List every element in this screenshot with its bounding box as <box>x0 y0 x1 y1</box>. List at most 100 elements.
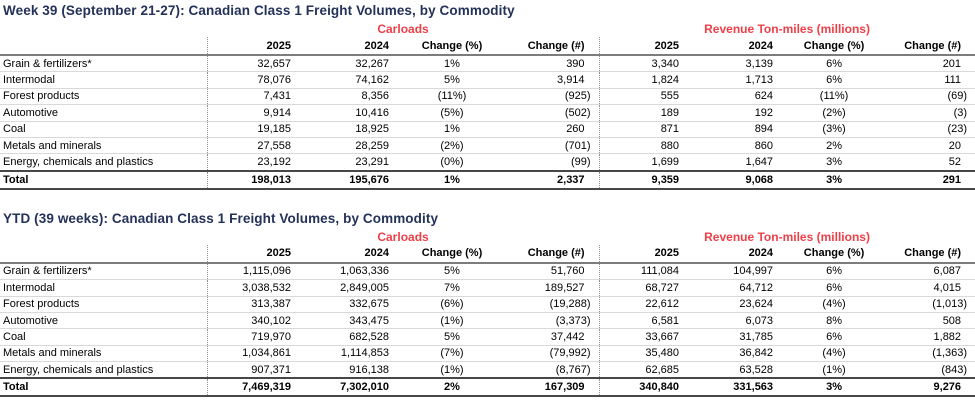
value-cell: (502) <box>501 104 600 122</box>
value-cell: 32,267 <box>305 55 403 73</box>
value-cell: (4%) <box>787 345 882 363</box>
blank-commodity-header <box>0 244 207 264</box>
value-cell: 27,558 <box>206 137 305 155</box>
value-cell: 7% <box>403 279 501 297</box>
value-cell: 871 <box>598 121 694 138</box>
value-cell: 7,431 <box>206 88 305 106</box>
value-cell: (1,363) <box>881 345 975 363</box>
value-cell: 894 <box>693 121 788 138</box>
value-cell: 916,138 <box>305 361 403 379</box>
table-row: Coal 719,970 682,528 5% 37,442 33,667 31,785 6%… <box>0 328 975 346</box>
commodity-label: Grain & fertilizers* <box>0 55 207 73</box>
value-cell: 192 <box>693 104 788 122</box>
week-39-freight-table: Carloads Revenue Ton-miles (millions) 20… <box>0 21 975 190</box>
commodity-label: Coal <box>0 121 207 138</box>
value-cell: (843) <box>881 361 975 379</box>
column-header-change-num: Change (#) <box>501 37 600 56</box>
value-cell: 6% <box>787 71 882 89</box>
table-row: Energy, chemicals and plastics 907,371 916… <box>0 361 975 379</box>
value-cell: (1%) <box>403 361 501 379</box>
commodity-label: Forest products <box>0 296 207 313</box>
value-cell: 1,647 <box>693 153 788 172</box>
column-header-change-pct: Change (%) <box>403 37 501 56</box>
group-header-carloads: Carloads <box>377 22 429 36</box>
value-cell: 508 <box>881 312 975 330</box>
column-header-2025: 2025 <box>206 244 305 264</box>
value-cell: 3,340 <box>598 55 694 73</box>
value-cell: 189 <box>598 104 694 122</box>
column-header-change-pct: Change (%) <box>403 244 501 264</box>
total-value-cell: 340,840 <box>598 377 694 398</box>
value-cell: 5% <box>403 262 501 281</box>
value-cell: (23) <box>881 121 975 138</box>
value-cell: 23,192 <box>206 153 305 172</box>
value-cell: 18,925 <box>305 121 403 138</box>
value-cell: 23,624 <box>693 296 788 313</box>
group-header-carloads: Carloads <box>377 229 429 244</box>
value-cell: 343,475 <box>305 312 403 330</box>
total-value-cell: 7,302,010 <box>305 377 403 398</box>
total-value-cell: 7,469,319 <box>206 377 305 398</box>
commodity-label: Intermodal <box>0 71 207 89</box>
value-cell: (5%) <box>403 104 501 122</box>
commodity-label: Coal <box>0 328 207 346</box>
value-cell: 3,139 <box>693 55 788 73</box>
value-cell: 907,371 <box>206 361 305 379</box>
value-cell: 10,416 <box>305 104 403 122</box>
value-cell: (11%) <box>403 88 501 106</box>
total-value-cell: 9,359 <box>598 169 694 190</box>
value-cell: 6% <box>787 55 882 73</box>
value-cell: 3,038,532 <box>206 279 305 297</box>
ytd-freight-table: Carloads Revenue Ton-miles (millions) 20… <box>0 229 975 398</box>
value-cell: 6,073 <box>693 312 788 330</box>
column-header-2024: 2024 <box>305 37 403 56</box>
value-cell: 111,084 <box>598 262 694 281</box>
value-cell: (3,373) <box>501 312 600 330</box>
group-header-revenue-ton-miles: Revenue Ton-miles (millions) <box>704 229 870 244</box>
value-cell: 1,063,336 <box>305 262 403 281</box>
value-cell: 3% <box>787 153 882 172</box>
value-cell: 22,612 <box>598 296 694 313</box>
value-cell: 62,685 <box>598 361 694 379</box>
value-cell: (69) <box>881 88 975 106</box>
value-cell: 1,824 <box>598 71 694 89</box>
value-cell: 201 <box>881 55 975 73</box>
value-cell: 189,527 <box>501 279 600 297</box>
total-row: Total 198,013 195,676 1% 2,337 9,359 9,0… <box>0 169 975 190</box>
value-cell: 2,849,005 <box>305 279 403 297</box>
value-cell: (79,992) <box>501 345 600 363</box>
column-header-2024: 2024 <box>693 37 788 56</box>
value-cell: 64,712 <box>693 279 788 297</box>
value-cell: 78,076 <box>206 71 305 89</box>
commodity-label: Automotive <box>0 312 207 330</box>
value-cell: 260 <box>501 121 600 138</box>
value-cell: 624 <box>693 88 788 106</box>
table-row: Intermodal 78,076 74,162 5% 3,914 1,824 1,713 6… <box>0 71 975 89</box>
value-cell: (1%) <box>787 361 882 379</box>
value-cell: 313,387 <box>206 296 305 313</box>
column-header-2025: 2025 <box>598 244 694 264</box>
value-cell: 33,667 <box>598 328 694 346</box>
total-value-cell: 9,276 <box>881 377 975 398</box>
value-cell: 1,114,853 <box>305 345 403 363</box>
value-cell: (2%) <box>787 104 882 122</box>
value-cell: 340,102 <box>206 312 305 330</box>
value-cell: (3) <box>881 104 975 122</box>
value-cell: 5% <box>403 71 501 89</box>
value-cell: 23,291 <box>305 153 403 172</box>
value-cell: (8,767) <box>501 361 600 379</box>
value-cell: 1% <box>403 55 501 73</box>
value-cell: 6% <box>787 262 882 281</box>
table-row: Grain & fertilizers* 32,657 32,267 1% 390 3,3… <box>0 55 975 73</box>
column-header-row: 2025 2024 Change (%) Change (#) 2025 202… <box>0 37 975 56</box>
group-header-row: Carloads Revenue Ton-miles (millions) <box>0 229 975 245</box>
value-cell: 31,785 <box>693 328 788 346</box>
value-cell: (3%) <box>787 121 882 138</box>
value-cell: 4,015 <box>881 279 975 297</box>
total-value-cell: 2,337 <box>501 169 600 190</box>
table-row: Grain & fertilizers* 1,115,096 1,063,336 5%… <box>0 262 975 281</box>
column-header-change-num: Change (#) <box>881 37 975 56</box>
value-cell: 51,760 <box>501 262 600 281</box>
commodity-label: Metals and minerals <box>0 137 207 155</box>
ytd-table-title: YTD (39 weeks): Canadian Class 1 Freight… <box>3 210 439 226</box>
